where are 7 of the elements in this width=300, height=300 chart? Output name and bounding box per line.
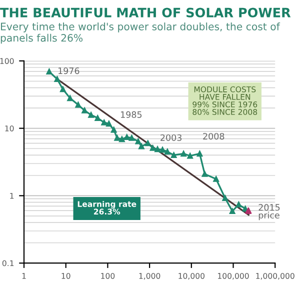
chart-title: THE BEAUTIFUL MATH OF SOLAR POWER: [0, 8, 291, 18]
annotation: 1985: [121, 111, 142, 118]
annotation: 2015 price: [258, 204, 280, 220]
chart-subtitle: Every time the world's power solar doubles, the cost of panels falls 26%: [0, 22, 280, 44]
annotation: 2003: [160, 134, 182, 141]
annotation: 2008: [203, 132, 224, 140]
annotation: 1976: [58, 67, 80, 74]
